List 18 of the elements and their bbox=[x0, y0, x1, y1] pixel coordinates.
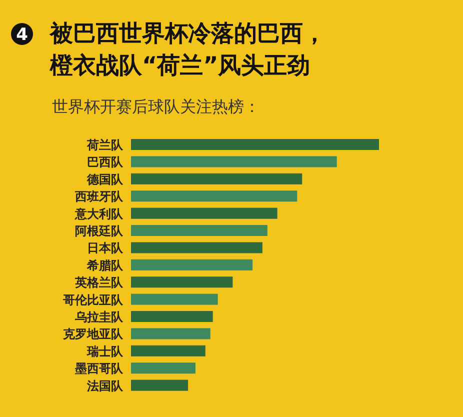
subtitle: 世界杯开赛后球队关注热榜： bbox=[52, 97, 260, 116]
category-label: 德国队 bbox=[87, 172, 123, 186]
title: 被巴西世界杯冷落的巴西，橙衣战队“荷兰”风头正劲 bbox=[50, 20, 327, 81]
annotation: 4 bbox=[16, 25, 28, 45]
category-label: 哥伦比亚队 bbox=[63, 292, 123, 307]
category-label: 乌拉圭队 bbox=[75, 310, 123, 324]
category-label: 法国队 bbox=[87, 378, 123, 393]
category-label: 意大利队 bbox=[75, 206, 123, 221]
category-label: 希腊队 bbox=[87, 258, 123, 272]
category-label: 克罗地亚队 bbox=[63, 327, 123, 342]
category-label: 巴西队 bbox=[87, 155, 123, 170]
category-label: 墨西哥队 bbox=[75, 362, 123, 376]
category-label: 西班牙队 bbox=[75, 190, 123, 204]
category-label: 阿根廷队 bbox=[75, 224, 123, 238]
category-label: 英格兰队 bbox=[75, 276, 123, 290]
category-label: 荷兰队 bbox=[87, 138, 123, 152]
category-label: 瑞士队 bbox=[87, 344, 123, 358]
category-label: 日本队 bbox=[87, 241, 123, 256]
